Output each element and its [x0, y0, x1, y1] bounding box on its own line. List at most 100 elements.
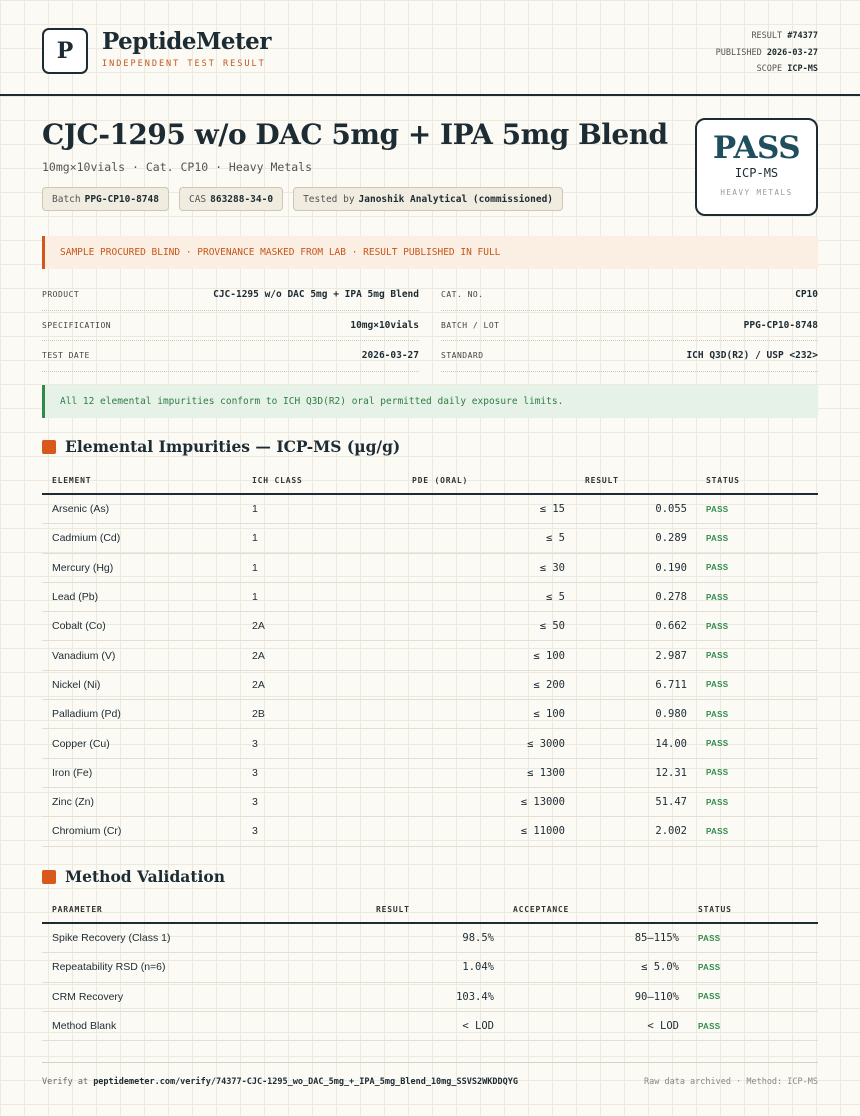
cell: Mercury (Hg)	[52, 561, 114, 574]
cell: 12.31	[655, 766, 687, 779]
footer-note: Raw data archived · Method: ICP-MS	[644, 1077, 818, 1087]
meta-value: 2026-03-27	[766, 47, 818, 58]
cell: Nickel (Ni)	[52, 678, 101, 691]
table-header: PARAMETER RESULT ACCEPTANCE STATUS	[42, 896, 818, 924]
cell: 0.289	[655, 532, 687, 545]
cell: 2B	[252, 708, 265, 721]
detail-row: CAT. NO. CP10	[441, 280, 818, 311]
column-header: ELEMENT	[52, 475, 92, 485]
cell: Zinc (Zn)	[52, 796, 94, 809]
cell: Iron (Fe)	[52, 766, 93, 779]
chip: Batch PPG-CP10-8748	[42, 187, 169, 211]
table-row: Mercury (Hg) 1 ≤ 30 0.190 PASS	[42, 554, 818, 583]
cell: ≤ 5	[546, 591, 565, 604]
cell: ≤ 13000	[520, 796, 565, 809]
verify-url[interactable]: peptidemeter.com/verify/74377-CJC-1295_w…	[93, 1077, 518, 1087]
status: PASS	[706, 563, 729, 573]
cell: 103.4%	[456, 990, 494, 1003]
chip: Tested by Janoshik Analytical (commission…	[293, 187, 564, 211]
meta-value: #74377	[787, 31, 818, 41]
cell: Palladium (Pd)	[52, 708, 121, 721]
cell: 0.980	[655, 708, 687, 721]
detail-value: ICH Q3D(R2) / USP <232>	[686, 350, 818, 362]
stamp-verdict: PASS	[712, 130, 801, 166]
table-row: Palladium (Pd) 2B ≤ 100 0.980 PASS	[42, 700, 818, 730]
product-title: CJC-1295 w/o DAC 5mg + IPA 5mg Blend	[42, 118, 668, 151]
detail-row: BATCH / LOT PPG-CP10-8748	[441, 311, 818, 341]
section-heading: Method Validation	[42, 867, 225, 886]
cell: ≤ 100	[533, 649, 565, 662]
cell: ≤ 3000	[527, 737, 565, 750]
cell: Lead (Pb)	[52, 591, 99, 604]
meta-row: PUBLISHED 2026-03-27	[716, 45, 818, 62]
cell: ≤ 1300	[527, 766, 565, 779]
status: PASS	[706, 592, 729, 602]
cell: ≤ 5	[546, 532, 565, 545]
detail-label: PRODUCT	[42, 290, 80, 300]
logo: P	[42, 28, 88, 74]
status: PASS	[706, 826, 729, 836]
status: PASS	[706, 504, 729, 514]
cell: ≤ 11000	[520, 825, 565, 838]
cell: Cadmium (Cd)	[52, 532, 121, 545]
section-heading: Elemental Impurities — ICP-MS (µg/g)	[42, 437, 400, 456]
chip-label: Tested by	[303, 193, 355, 205]
table-row: CRM Recovery 103.4% 90–110% PASS	[42, 983, 818, 1012]
section-title: Method Validation	[65, 867, 225, 886]
table-row: Lead (Pb) 1 ≤ 5 0.278 PASS	[42, 583, 818, 613]
cell: < LOD	[647, 1020, 679, 1033]
cell: ≤ 100	[533, 708, 565, 721]
detail-label: SPECIFICATION	[42, 320, 112, 330]
cell: Cobalt (Co)	[52, 620, 106, 633]
cell: ≤ 5.0%	[641, 961, 679, 974]
table-row: Nickel (Ni) 2A ≤ 200 6.711 PASS	[42, 671, 818, 701]
conclusion: All 12 elemental impurities conform to I…	[42, 385, 818, 418]
table-row: Cobalt (Co) 2A ≤ 50 0.662 PASS	[42, 612, 818, 642]
header-rule	[0, 94, 860, 96]
meta-label: RESULT	[751, 31, 783, 41]
brand: PeptideMeter	[102, 28, 271, 55]
table-row: Chromium (Cr) 3 ≤ 11000 2.002 PASS	[42, 817, 818, 847]
detail-label: TEST DATE	[42, 351, 90, 361]
chip-value: Janoshik Analytical (commissioned)	[358, 193, 554, 205]
column-header: STATUS	[698, 904, 732, 914]
verify: Verify at peptidemeter.com/verify/74377-…	[42, 1077, 518, 1087]
cell: 3	[252, 737, 258, 750]
detail-row: TEST DATE 2026-03-27	[42, 341, 419, 372]
column-header: ACCEPTANCE	[513, 904, 570, 914]
table-row: Repeatability RSD (n=6) 1.04% ≤ 5.0% PASS	[42, 953, 818, 983]
cell: 1	[252, 532, 258, 545]
cell: ≤ 15	[539, 503, 565, 516]
detail-label: CAT. NO.	[441, 290, 484, 300]
status: PASS	[706, 739, 729, 749]
cell: 2A	[252, 620, 265, 633]
footer-rule	[42, 1062, 818, 1063]
cell: Chromium (Cr)	[52, 825, 122, 838]
details: PRODUCT CJC-1295 w/o DAC 5mg + IPA 5mg Bl…	[42, 280, 818, 372]
cell: ≤ 50	[539, 620, 565, 633]
result-meta: RESULT #74377 PUBLISHED 2026-03-27 SCOPE I…	[716, 28, 818, 78]
status: PASS	[698, 933, 721, 943]
detail-row: STANDARD ICH Q3D(R2) / USP <232>	[441, 341, 818, 372]
chips: Batch PPG-CP10-8748 CAS 863288-34-0 Tested b…	[42, 187, 564, 211]
detail-label: STANDARD	[441, 351, 484, 361]
meta-label: PUBLISHED	[715, 47, 762, 58]
chip: CAS 863288-34-0	[178, 187, 284, 211]
cell: 1.04%	[462, 961, 494, 974]
cell: 1	[252, 503, 258, 516]
cell: Copper (Cu)	[52, 737, 110, 750]
cell: < LOD	[462, 1020, 494, 1033]
table-row: Method Blank < LOD < LOD PASS	[42, 1012, 818, 1042]
status: PASS	[706, 709, 729, 719]
table-header: ELEMENT ICH CLASS PDE (ORAL) RESULT STATUS	[42, 467, 818, 495]
cell: 2A	[252, 678, 265, 691]
detail-value: 10mg×10vials	[350, 319, 419, 331]
cell: 0.055	[655, 503, 687, 516]
cell: Method Blank	[52, 1020, 117, 1033]
chip-label: CAS	[188, 193, 207, 205]
detail-value: 2026-03-27	[361, 350, 419, 362]
cell: CRM Recovery	[52, 990, 124, 1003]
table-row: Cadmium (Cd) 1 ≤ 5 0.289 PASS	[42, 524, 818, 554]
cell: 3	[252, 825, 258, 838]
